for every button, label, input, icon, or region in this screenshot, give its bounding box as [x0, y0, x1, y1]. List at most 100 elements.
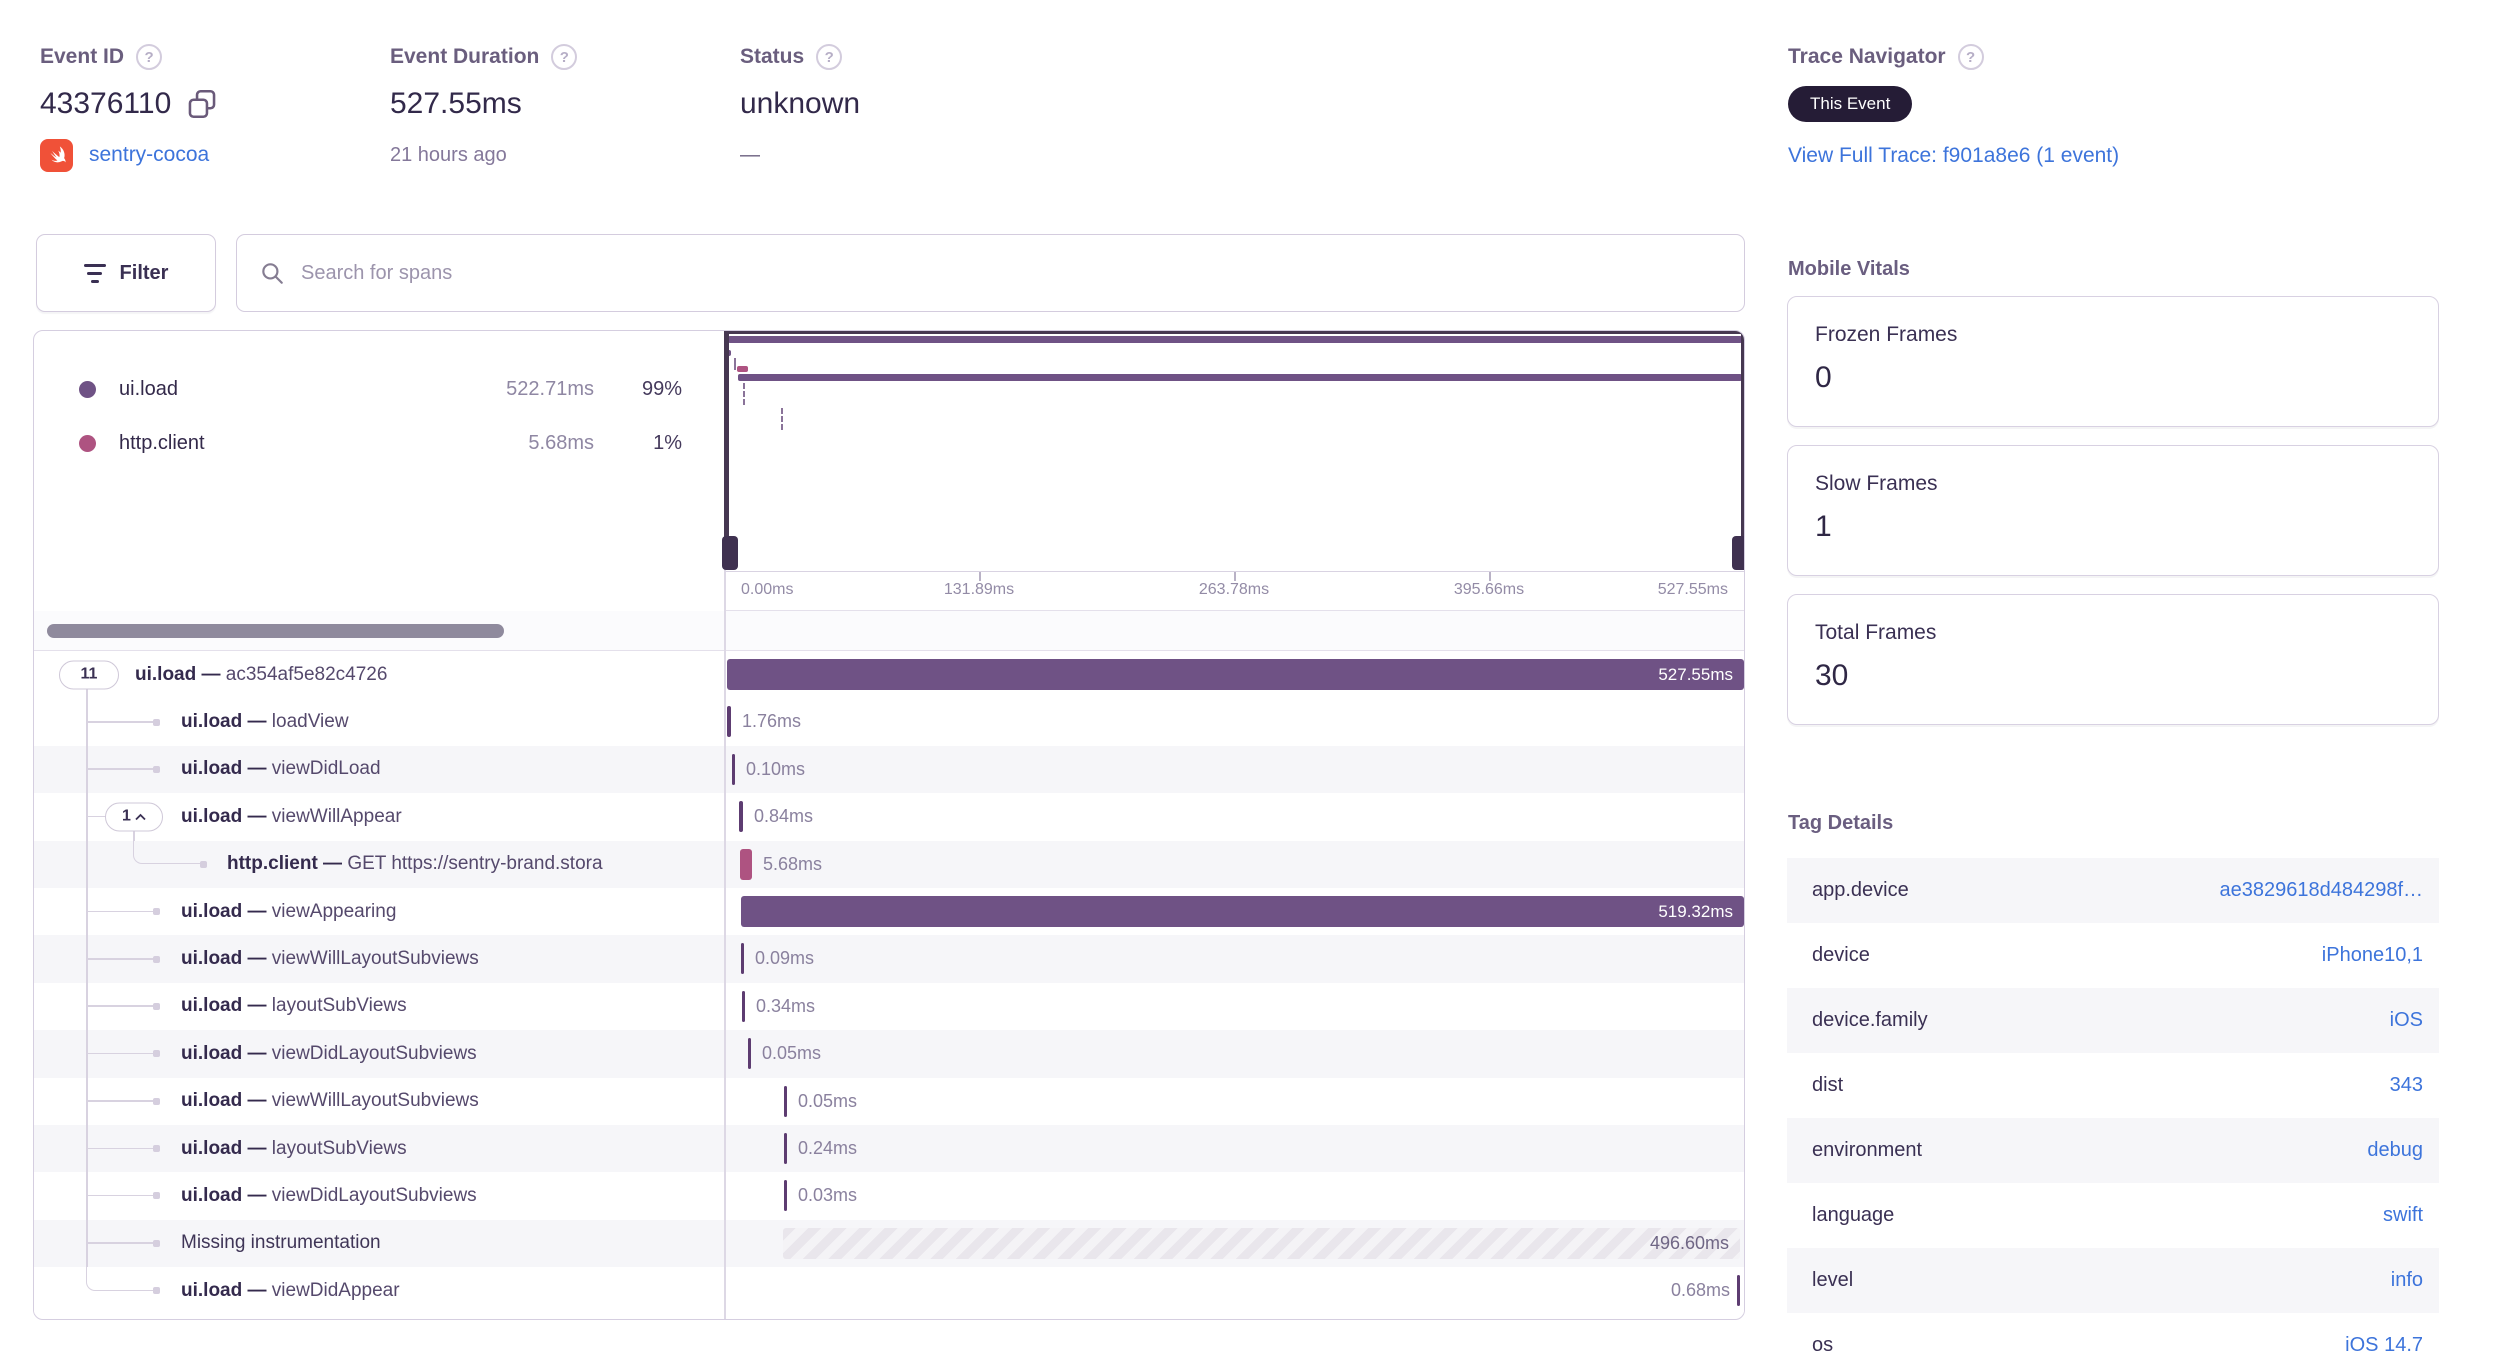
span-children-count-pill[interactable]: 11 [59, 660, 119, 690]
span-duration-label: 0.84ms [754, 806, 814, 827]
tag-row: dist 343 [1787, 1053, 2439, 1118]
tree-scrollbar-track [34, 611, 1744, 651]
tree-branch-line [86, 910, 153, 913]
span-row[interactable]: ui.load — viewWillLayoutSubviews 0.09ms [34, 935, 1744, 983]
tree-branch-dot [153, 1002, 160, 1010]
project-link[interactable]: sentry-cocoa [89, 143, 210, 166]
span-bar[interactable] [727, 706, 731, 738]
span-row[interactable]: ui.load — loadView 1.76ms [34, 698, 1744, 746]
trace-minimap[interactable] [722, 331, 1744, 571]
span-row[interactable]: ui.load — viewDidLayoutSubviews 0.03ms [34, 1172, 1744, 1220]
time-axis: 0.00ms 131.89ms 263.78ms 395.66ms 527.55ms [724, 571, 1744, 611]
span-row[interactable]: ui.load — viewWillLayoutSubviews 0.05ms [34, 1077, 1744, 1125]
span-bar[interactable] [784, 1132, 787, 1164]
axis-tick-label: 263.78ms [1198, 581, 1270, 598]
search-icon [262, 263, 283, 284]
tree-branch-dot [153, 1287, 160, 1295]
tree-branch-line [86, 1052, 153, 1055]
copy-icon[interactable] [185, 87, 219, 121]
minimap-viewport-right-edge[interactable] [1741, 331, 1744, 538]
span-tree-cell: ui.load — viewWillLayoutSubviews [34, 1077, 724, 1125]
minimap-right-handle[interactable] [1732, 536, 1744, 570]
span-row[interactable]: ui.load — layoutSubViews 0.24ms [34, 1124, 1744, 1173]
tag-row: app.device ae3829618d484298f… [1787, 858, 2439, 923]
search-input[interactable] [301, 261, 1722, 285]
vital-label: Total Frames [1815, 621, 1937, 644]
legend-item[interactable]: http.client 5.68ms 1% [34, 426, 724, 460]
span-bar[interactable] [783, 1227, 1740, 1259]
help-icon[interactable]: ? [816, 44, 843, 70]
minimap-span-dash [781, 408, 783, 430]
tag-value-link[interactable]: iOS [2389, 1009, 2423, 1031]
span-waterfall-cell: 5.68ms [724, 841, 1744, 888]
tag-value-link[interactable]: 343 [2389, 1074, 2423, 1096]
tag-key: os [1812, 1334, 1834, 1356]
tag-value-link[interactable]: iPhone10,1 [2321, 944, 2423, 966]
help-icon[interactable]: ? [136, 44, 163, 70]
span-bar[interactable] [727, 659, 1744, 690]
span-tree-cell: 1 ui.load — viewWillAppear [34, 793, 724, 841]
legend-item[interactable]: ui.load 522.71ms 99% [34, 372, 724, 406]
span-duration-label: 519.32ms [1658, 901, 1733, 921]
tree-branch-dot [153, 765, 160, 773]
span-bar[interactable] [748, 1038, 751, 1070]
span-bar[interactable] [784, 1085, 787, 1117]
help-icon[interactable]: ? [1957, 44, 1984, 70]
tree-branch-line [86, 1147, 153, 1150]
minimap-left-handle[interactable] [722, 536, 738, 570]
tree-branch-line [86, 1100, 153, 1102]
span-row[interactable]: ui.load — layoutSubViews 0.34ms [34, 982, 1744, 1031]
legend-duration: 5.68ms [528, 431, 594, 454]
tag-key: level [1812, 1269, 1854, 1291]
span-waterfall-cell: 1.76ms [724, 698, 1744, 745]
span-bar[interactable] [784, 1180, 787, 1212]
filter-button[interactable]: Filter [36, 234, 216, 312]
tag-value-link[interactable]: debug [2367, 1139, 2423, 1161]
span-bar[interactable] [739, 801, 743, 833]
tree-waterfall-divider[interactable] [724, 331, 726, 1319]
span-description: ui.load — viewWillAppear [181, 805, 402, 827]
tag-value-link[interactable]: iOS 14.7 [2345, 1334, 2423, 1356]
tag-key: device [1812, 944, 1870, 966]
span-description: ui.load — viewDidLayoutSubviews [181, 1042, 477, 1064]
tag-value-link[interactable]: ae3829618d484298f… [2219, 879, 2423, 901]
event-duration-label: Event Duration [390, 45, 540, 68]
vital-label: Frozen Frames [1815, 323, 1958, 346]
span-description: ui.load — viewWillLayoutSubviews [181, 948, 479, 970]
span-bar[interactable] [741, 895, 1744, 927]
minimap-viewport-left-edge[interactable] [724, 331, 729, 538]
span-description: ui.load — viewWillLayoutSubviews [181, 1090, 479, 1112]
span-collapse-pill[interactable]: 1 [105, 802, 163, 832]
span-row[interactable]: ui.load — viewDidLayoutSubviews 0.05ms [34, 1030, 1744, 1078]
span-duration-label: 527.55ms [1658, 665, 1733, 684]
span-row[interactable]: ui.load — viewDidAppear 0.68ms [34, 1267, 1744, 1315]
tree-scrollbar-thumb[interactable] [47, 624, 504, 638]
status-label: Status [740, 45, 805, 68]
span-row[interactable]: http.client — GET https://sentry-brand.s… [34, 840, 1744, 888]
span-bar[interactable] [741, 943, 744, 975]
event-duration-section: Event Duration ? 527.55ms 21 hours ago [390, 42, 578, 172]
span-duration-label: 0.05ms [762, 1043, 822, 1064]
span-bar[interactable] [1737, 1275, 1740, 1307]
span-bar[interactable] [740, 848, 752, 880]
event-id-label: Event ID [40, 45, 125, 68]
span-row[interactable]: ui.load — viewDidLoad 0.10ms [34, 745, 1744, 794]
span-description: ui.load — layoutSubViews [181, 995, 407, 1017]
span-row[interactable]: 11 ui.load — ac354af5e82c4726 527.55ms [34, 651, 1744, 699]
span-bar[interactable] [732, 753, 735, 785]
tag-row: language swift [1787, 1183, 2439, 1248]
vital-card: Total Frames 30 [1787, 594, 2439, 725]
span-row[interactable]: 1 ui.load — viewWillAppear 0.84ms [34, 793, 1744, 841]
span-row[interactable]: Missing instrumentation 496.60ms [34, 1219, 1744, 1268]
tree-subtrunk-line [133, 831, 135, 841]
span-bar[interactable] [742, 990, 745, 1022]
span-tree-cell: 11 ui.load — ac354af5e82c4726 [34, 651, 724, 699]
vital-value: 0 [1815, 361, 1832, 394]
tree-branch-line [86, 1194, 153, 1197]
span-waterfall-cell: 496.60ms [724, 1220, 1744, 1267]
span-row[interactable]: ui.load — viewAppearing 519.32ms [34, 887, 1744, 936]
view-full-trace-link[interactable]: View Full Trace: f901a8e6 (1 event) [1788, 144, 2120, 167]
tag-value-link[interactable]: info [2390, 1269, 2423, 1291]
tag-value-link[interactable]: swift [2383, 1204, 2423, 1226]
help-icon[interactable]: ? [551, 44, 578, 70]
